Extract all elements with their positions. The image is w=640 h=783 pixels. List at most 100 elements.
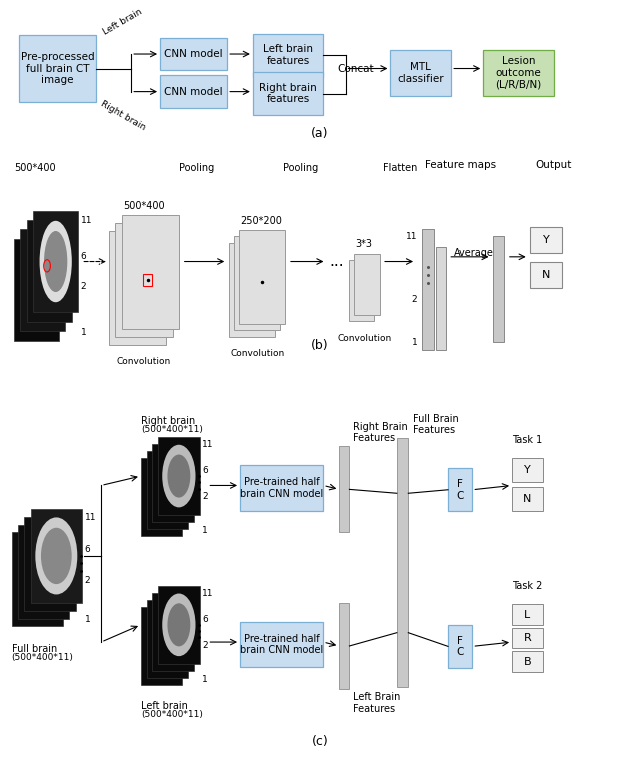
- FancyBboxPatch shape: [448, 625, 472, 668]
- Text: Concat: Concat: [337, 63, 374, 74]
- Text: Full brain: Full brain: [12, 644, 57, 654]
- FancyBboxPatch shape: [122, 215, 179, 329]
- Text: 11: 11: [202, 589, 214, 597]
- Ellipse shape: [163, 594, 196, 656]
- Text: 11: 11: [202, 440, 214, 449]
- Text: 1: 1: [412, 338, 417, 347]
- FancyBboxPatch shape: [240, 465, 323, 511]
- Text: Lesion
outcome
(L/R/B/N): Lesion outcome (L/R/B/N): [495, 56, 541, 89]
- Text: 11: 11: [84, 513, 96, 521]
- Text: 6: 6: [84, 545, 90, 554]
- Text: Average: Average: [454, 248, 493, 258]
- Text: 11: 11: [406, 233, 417, 241]
- Text: 6: 6: [202, 466, 208, 475]
- FancyBboxPatch shape: [512, 458, 543, 482]
- Text: Feature maps: Feature maps: [425, 160, 497, 170]
- Ellipse shape: [35, 518, 77, 594]
- FancyBboxPatch shape: [422, 229, 434, 350]
- Text: (500*400*11): (500*400*11): [141, 710, 203, 719]
- Text: Right Brain
Features: Right Brain Features: [353, 421, 408, 443]
- Text: Output: Output: [536, 160, 572, 170]
- Text: Left Brain
Features: Left Brain Features: [353, 692, 400, 714]
- FancyBboxPatch shape: [19, 35, 96, 102]
- Text: ...: ...: [330, 254, 344, 269]
- Text: 3*3: 3*3: [355, 239, 372, 249]
- Text: 1: 1: [202, 675, 208, 684]
- FancyBboxPatch shape: [141, 607, 182, 685]
- Text: (c): (c): [312, 734, 328, 748]
- Text: Pre-trained half
brain CNN model: Pre-trained half brain CNN model: [240, 477, 323, 499]
- FancyBboxPatch shape: [339, 446, 349, 532]
- Ellipse shape: [40, 221, 72, 302]
- Ellipse shape: [163, 445, 196, 507]
- Text: Task 1: Task 1: [512, 435, 542, 445]
- Text: 1: 1: [202, 526, 208, 535]
- FancyBboxPatch shape: [229, 243, 275, 337]
- Text: (500*400*11): (500*400*11): [141, 425, 203, 434]
- FancyBboxPatch shape: [239, 230, 285, 324]
- FancyBboxPatch shape: [109, 231, 166, 345]
- Text: B: B: [524, 657, 531, 666]
- FancyBboxPatch shape: [158, 437, 200, 515]
- Text: N: N: [523, 494, 532, 503]
- Text: 500*400: 500*400: [14, 163, 56, 173]
- Text: 2: 2: [81, 283, 86, 291]
- Text: Y: Y: [524, 465, 531, 474]
- Text: F
C: F C: [456, 479, 464, 500]
- FancyBboxPatch shape: [160, 38, 227, 70]
- FancyBboxPatch shape: [354, 254, 380, 315]
- Text: Full Brain
Features: Full Brain Features: [413, 413, 459, 435]
- Text: Pooling: Pooling: [179, 163, 215, 173]
- Text: 1: 1: [84, 615, 90, 624]
- Text: CNN model: CNN model: [164, 87, 223, 96]
- FancyBboxPatch shape: [31, 509, 82, 603]
- FancyBboxPatch shape: [530, 262, 562, 288]
- FancyBboxPatch shape: [152, 593, 194, 671]
- Text: Convolution: Convolution: [337, 334, 391, 342]
- Text: 2: 2: [202, 640, 208, 650]
- Ellipse shape: [168, 454, 190, 498]
- FancyBboxPatch shape: [397, 438, 408, 687]
- FancyBboxPatch shape: [141, 458, 182, 536]
- Text: 2: 2: [412, 294, 417, 304]
- FancyBboxPatch shape: [253, 72, 323, 115]
- Text: Pre-trained half
brain CNN model: Pre-trained half brain CNN model: [240, 633, 323, 655]
- Ellipse shape: [44, 231, 67, 292]
- Text: Flatten: Flatten: [383, 163, 418, 173]
- Text: Pre-processed
full brain CT
image: Pre-processed full brain CT image: [20, 52, 95, 85]
- Text: F
C: F C: [456, 636, 464, 657]
- Text: 2: 2: [202, 492, 208, 501]
- Text: (a): (a): [311, 127, 329, 139]
- FancyBboxPatch shape: [483, 50, 554, 96]
- Text: Right brain: Right brain: [141, 416, 195, 426]
- Text: N: N: [541, 270, 550, 280]
- Text: 2: 2: [84, 576, 90, 585]
- Text: 500*400: 500*400: [123, 200, 164, 211]
- Ellipse shape: [41, 528, 72, 584]
- Text: 1: 1: [81, 329, 86, 337]
- FancyBboxPatch shape: [512, 651, 543, 672]
- Text: (500*400*11): (500*400*11): [12, 653, 74, 662]
- FancyBboxPatch shape: [493, 236, 504, 342]
- Text: Right brain: Right brain: [99, 99, 147, 132]
- Text: Left brain: Left brain: [102, 7, 144, 37]
- FancyBboxPatch shape: [339, 603, 349, 689]
- FancyBboxPatch shape: [14, 239, 59, 341]
- FancyBboxPatch shape: [18, 525, 69, 619]
- FancyBboxPatch shape: [349, 260, 374, 321]
- Text: Task 2: Task 2: [512, 581, 542, 590]
- FancyBboxPatch shape: [436, 247, 445, 350]
- FancyBboxPatch shape: [24, 517, 76, 611]
- FancyBboxPatch shape: [115, 223, 173, 337]
- Text: R: R: [524, 633, 531, 643]
- FancyBboxPatch shape: [512, 604, 543, 625]
- FancyBboxPatch shape: [20, 229, 65, 331]
- FancyBboxPatch shape: [12, 532, 63, 626]
- FancyBboxPatch shape: [27, 220, 72, 322]
- FancyBboxPatch shape: [512, 628, 543, 648]
- FancyBboxPatch shape: [253, 34, 323, 77]
- Text: 6: 6: [202, 615, 208, 624]
- Text: Left brain
features: Left brain features: [263, 45, 313, 66]
- FancyBboxPatch shape: [390, 50, 451, 96]
- Text: 11: 11: [81, 215, 92, 225]
